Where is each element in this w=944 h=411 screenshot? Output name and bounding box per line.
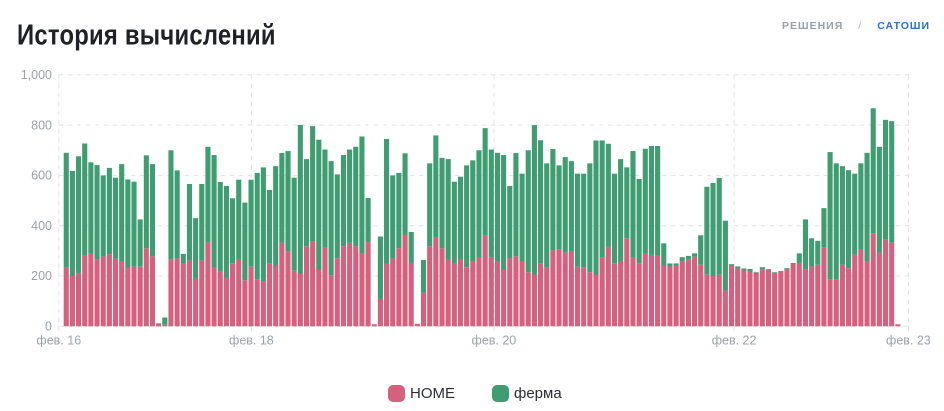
svg-text:600: 600 <box>31 169 52 183</box>
svg-text:фев. 18: фев. 18 <box>229 334 274 348</box>
svg-text:фев. 23: фев. 23 <box>886 334 931 348</box>
svg-text:400: 400 <box>31 219 52 233</box>
svg-text:800: 800 <box>31 118 52 132</box>
svg-text:фев. 20: фев. 20 <box>472 334 517 348</box>
svg-text:фев. 16: фев. 16 <box>36 334 81 348</box>
svg-text:1,000: 1,000 <box>21 68 52 82</box>
svg-text:0: 0 <box>45 320 52 334</box>
svg-text:фев. 22: фев. 22 <box>712 334 757 348</box>
svg-text:200: 200 <box>31 269 52 283</box>
